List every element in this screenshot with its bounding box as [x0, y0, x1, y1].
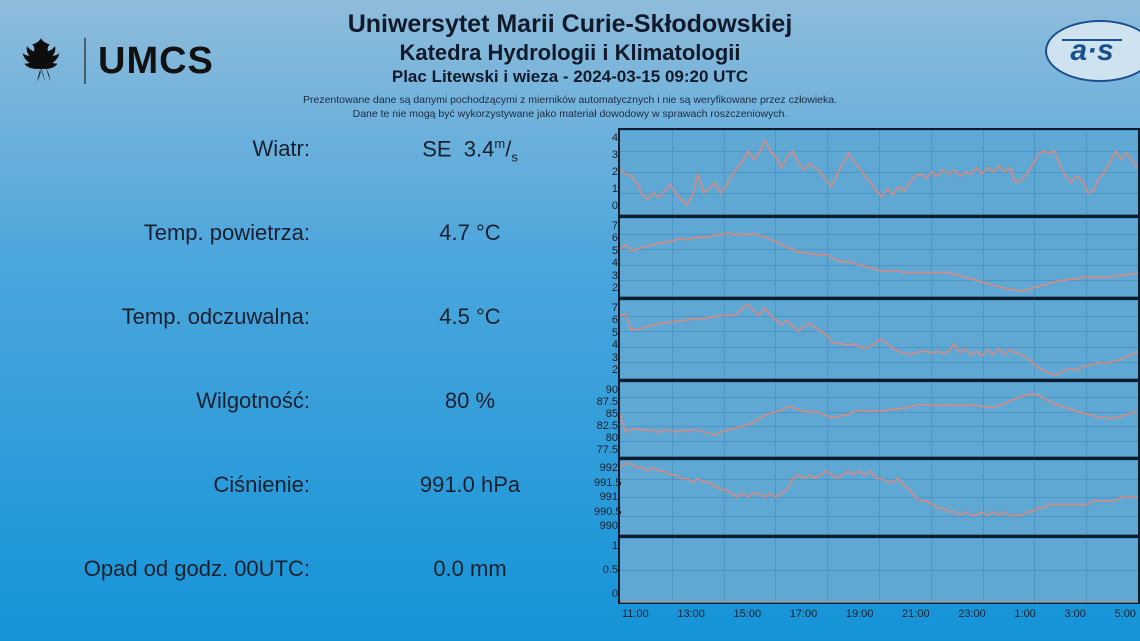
feels-like-value: 4.5 °C — [360, 304, 580, 330]
precip-label: Opad od godz. 00UTC: — [60, 556, 310, 582]
air-temp-value: 4.7 °C — [360, 220, 580, 246]
time-label-2: 15:00 — [734, 608, 762, 620]
feels_like_temp-gridline — [620, 378, 1138, 379]
info-row-air-temp: Temp. powietrza: 4.7 °C — [60, 220, 580, 246]
title-block: Uniwersytet Marii Curie-Skłodowskiej Kat… — [0, 10, 1140, 121]
info-row-precip: Opad od godz. 00UTC: 0.0 mm — [60, 556, 580, 582]
info-row-pressure: Ciśnienie: 991.0 hPa — [60, 472, 580, 498]
humidity-label: Wilgotność: — [60, 388, 310, 414]
title-station-datetime: Plac Litewski i wieza - 2024-03-15 09:20… — [0, 67, 1140, 87]
precipitation-line-svg — [620, 538, 1138, 602]
air_temp-line-svg — [620, 218, 1138, 296]
air_temp-gridline — [620, 296, 1138, 297]
info-row-humidity: Wilgotność: 80 % — [60, 388, 580, 414]
info-row-feels-like: Temp. odczuwalna: 4.5 °C — [60, 304, 580, 330]
time-label-8: 3:00 — [1064, 608, 1085, 620]
main-area: Wiatr: SE 3.4m/s Temp. powietrza: 4.7 °C… — [0, 118, 1140, 641]
time-label-3: 17:00 — [790, 608, 818, 620]
wind-label: Wiatr: — [60, 136, 310, 165]
pressure-chart[interactable]: 992 991.5 991 990.5 990 — [618, 458, 1140, 536]
air-temp-label: Temp. powietrza: — [60, 220, 310, 246]
as-badge-text: a·s — [1070, 34, 1113, 68]
pressure-y-axis-labels: 992 991.5 991 990.5 990 — [594, 460, 618, 534]
pressure-gridline — [620, 534, 1138, 535]
humidity-chart[interactable]: 90 87.5 85 82.5 80 77.5 — [618, 380, 1140, 458]
time-label-6: 23:00 — [958, 608, 986, 620]
precip-value: 0.0 mm — [360, 556, 580, 582]
wind_speed-line-svg — [620, 130, 1138, 214]
time-label-4: 19:00 — [846, 608, 874, 620]
pressure-line-svg — [620, 460, 1138, 534]
wind-value: SE 3.4m/s — [360, 136, 580, 165]
precipitation-gridline — [620, 602, 1138, 603]
info-row-wind: Wiatr: SE 3.4m/s — [60, 136, 580, 165]
precipitation-y-axis-labels: 1 0.5 0 — [594, 538, 618, 602]
time-axis-labels: 11:00 13:00 15:00 17:00 19:00 21:00 23:0… — [620, 608, 1138, 620]
time-label-5: 21:00 — [902, 608, 930, 620]
title-department: Katedra Hydrologii i Klimatologii — [0, 40, 1140, 66]
feels_like_temp-line-svg — [620, 300, 1138, 378]
precipitation-chart[interactable]: 11:00 13:00 15:00 17:00 19:00 21:00 23:0… — [618, 536, 1140, 604]
pressure-label: Ciśnienie: — [60, 472, 310, 498]
humidity-y-axis-labels: 90 87.5 85 82.5 80 77.5 — [594, 382, 618, 456]
time-label-7: 1:00 — [1014, 608, 1035, 620]
current-conditions-panel: Wiatr: SE 3.4m/s Temp. powietrza: 4.7 °C… — [0, 118, 600, 641]
humidity-value: 80 % — [360, 388, 580, 414]
title-university: Uniwersytet Marii Curie-Skłodowskiej — [0, 10, 1140, 39]
time-label-0: 11:00 — [622, 608, 649, 620]
page-header: UMCS Uniwersytet Marii Curie-Skłodowskie… — [0, 0, 1140, 118]
pressure-value: 991.0 hPa — [360, 472, 580, 498]
humidity-gridline — [620, 456, 1138, 457]
time-label-1: 13:00 — [677, 608, 705, 620]
time-label-9: 5:00 — [1115, 608, 1136, 620]
humidity-line-svg — [620, 382, 1138, 456]
wind_speed-gridline — [620, 214, 1138, 215]
feels-like-label: Temp. odczuwalna: — [60, 304, 310, 330]
